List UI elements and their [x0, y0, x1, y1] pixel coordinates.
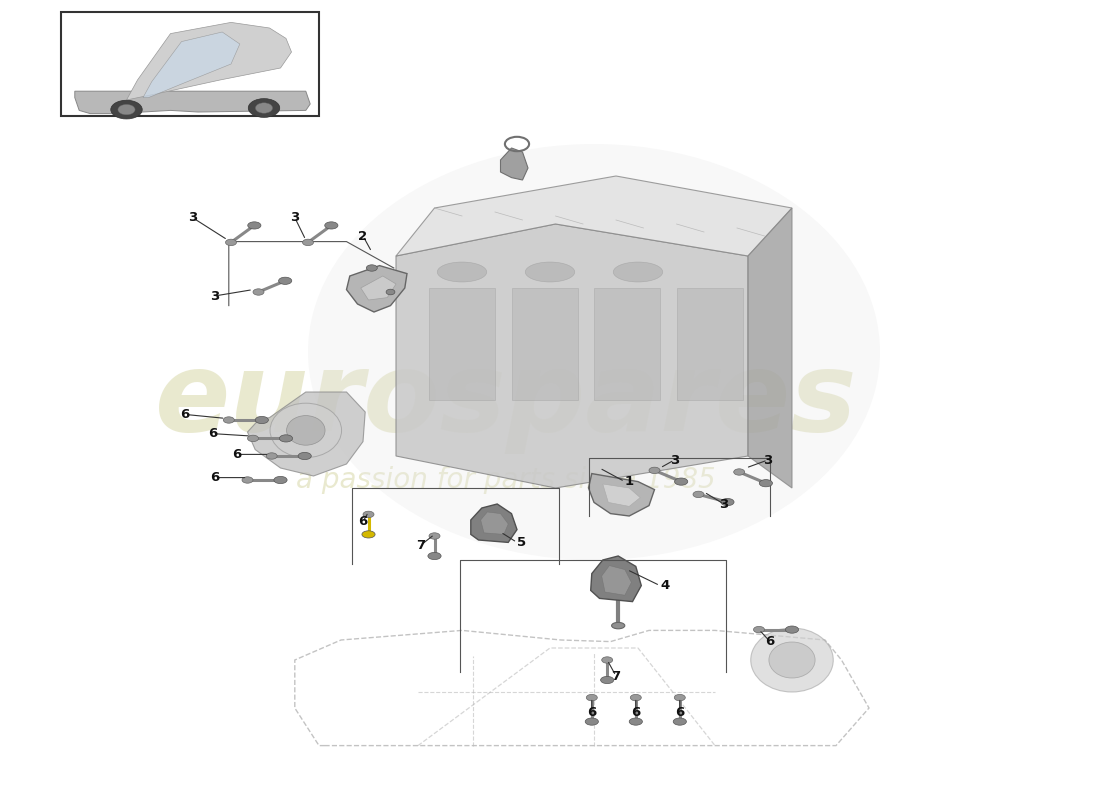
Polygon shape	[481, 512, 508, 534]
Ellipse shape	[754, 626, 764, 633]
Ellipse shape	[649, 467, 660, 474]
Text: 4: 4	[660, 579, 669, 592]
Ellipse shape	[693, 491, 704, 498]
Ellipse shape	[255, 102, 273, 114]
Ellipse shape	[428, 552, 441, 560]
Ellipse shape	[526, 262, 574, 282]
Polygon shape	[126, 22, 292, 100]
Ellipse shape	[253, 289, 264, 295]
Ellipse shape	[223, 417, 234, 423]
Ellipse shape	[673, 718, 686, 725]
Bar	[676, 288, 742, 400]
Text: 1: 1	[625, 475, 634, 488]
Text: 3: 3	[670, 454, 679, 466]
Ellipse shape	[366, 265, 377, 271]
Bar	[512, 288, 578, 400]
Ellipse shape	[249, 98, 279, 118]
Ellipse shape	[629, 718, 642, 725]
Ellipse shape	[242, 477, 253, 483]
Text: 3: 3	[763, 454, 772, 466]
Text: a passion for parts since 1985: a passion for parts since 1985	[296, 466, 716, 494]
Text: 3: 3	[210, 290, 219, 302]
Text: 6: 6	[180, 408, 189, 421]
Ellipse shape	[750, 628, 834, 692]
Ellipse shape	[759, 480, 772, 486]
Ellipse shape	[769, 642, 815, 678]
Ellipse shape	[674, 694, 685, 701]
Ellipse shape	[720, 498, 734, 506]
Ellipse shape	[785, 626, 799, 634]
Ellipse shape	[111, 100, 142, 119]
Ellipse shape	[255, 416, 268, 424]
Polygon shape	[396, 176, 792, 256]
Ellipse shape	[248, 435, 258, 442]
Text: 5: 5	[517, 536, 526, 549]
Polygon shape	[361, 276, 396, 300]
Polygon shape	[143, 32, 240, 98]
Polygon shape	[248, 392, 365, 476]
Ellipse shape	[734, 469, 745, 475]
Ellipse shape	[586, 694, 597, 701]
Polygon shape	[75, 91, 310, 114]
Text: 7: 7	[416, 539, 425, 552]
Bar	[60, 12, 319, 116]
Ellipse shape	[271, 403, 341, 458]
Ellipse shape	[386, 289, 395, 295]
Text: 6: 6	[587, 706, 596, 718]
Text: 6: 6	[766, 635, 774, 648]
Ellipse shape	[324, 222, 338, 229]
Ellipse shape	[438, 262, 487, 282]
Bar	[429, 288, 495, 400]
Text: 6: 6	[210, 471, 219, 484]
Text: eurospares: eurospares	[155, 346, 857, 454]
Text: 6: 6	[232, 448, 241, 461]
Text: 2: 2	[359, 230, 367, 242]
Ellipse shape	[274, 476, 287, 483]
Polygon shape	[603, 484, 640, 506]
Ellipse shape	[614, 262, 663, 282]
Ellipse shape	[298, 452, 311, 459]
Ellipse shape	[630, 694, 641, 701]
Text: 7: 7	[612, 670, 620, 682]
Ellipse shape	[362, 531, 375, 538]
Ellipse shape	[308, 144, 880, 560]
Text: 6: 6	[208, 427, 217, 440]
Ellipse shape	[279, 434, 293, 442]
Ellipse shape	[118, 104, 135, 115]
Polygon shape	[346, 266, 407, 312]
Ellipse shape	[266, 453, 277, 459]
Ellipse shape	[226, 239, 236, 246]
Ellipse shape	[585, 718, 598, 725]
Polygon shape	[500, 148, 528, 180]
Ellipse shape	[612, 622, 625, 629]
Ellipse shape	[278, 277, 292, 284]
Bar	[594, 288, 660, 400]
Ellipse shape	[302, 239, 313, 246]
Text: 3: 3	[719, 498, 728, 510]
Polygon shape	[748, 208, 792, 488]
Ellipse shape	[363, 511, 374, 518]
Ellipse shape	[674, 478, 688, 485]
Polygon shape	[602, 566, 631, 595]
Polygon shape	[396, 224, 748, 488]
Text: 6: 6	[359, 515, 367, 528]
Ellipse shape	[286, 416, 326, 445]
Ellipse shape	[248, 222, 261, 229]
Ellipse shape	[429, 533, 440, 539]
Text: 6: 6	[675, 706, 684, 718]
Polygon shape	[591, 556, 641, 602]
Polygon shape	[588, 474, 654, 516]
Polygon shape	[471, 504, 517, 542]
Ellipse shape	[601, 676, 614, 683]
Text: 6: 6	[631, 706, 640, 718]
Text: 3: 3	[188, 211, 197, 224]
Ellipse shape	[602, 657, 613, 663]
Text: 3: 3	[290, 211, 299, 224]
